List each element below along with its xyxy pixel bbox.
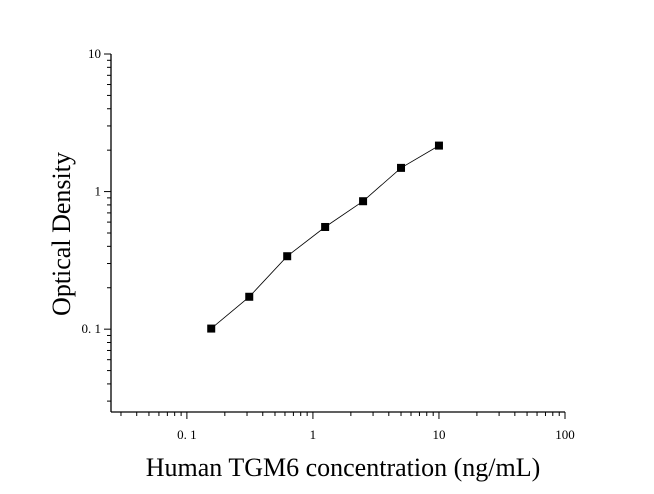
- tick-labels: 0. 1 1 10 100 0. 1 1 10: [82, 46, 575, 442]
- data-point: [283, 252, 292, 261]
- x-tick-label: 10: [432, 427, 445, 442]
- y-tick-label: 10: [88, 46, 101, 61]
- x-tick-label: 0. 1: [177, 427, 197, 442]
- data-point: [434, 141, 443, 150]
- tick-marks: [104, 53, 566, 419]
- data-point: [321, 222, 330, 231]
- y-tick-label: 0. 1: [82, 321, 102, 336]
- y-tick-label: 1: [95, 184, 102, 199]
- x-tick-label: 1: [310, 427, 317, 442]
- x-tick-label: 100: [555, 427, 575, 442]
- x-axis-title: Human TGM6 concentration (ng/mL): [146, 453, 540, 482]
- y-axis-title: Optical Density: [47, 152, 76, 316]
- data-point: [207, 324, 216, 333]
- data-point: [397, 163, 406, 172]
- fit-line: [210, 145, 440, 329]
- data-point: [359, 197, 368, 206]
- data-points: [207, 141, 443, 333]
- data-point: [245, 292, 254, 301]
- fit-curve: [210, 145, 440, 329]
- axes: [110, 54, 565, 413]
